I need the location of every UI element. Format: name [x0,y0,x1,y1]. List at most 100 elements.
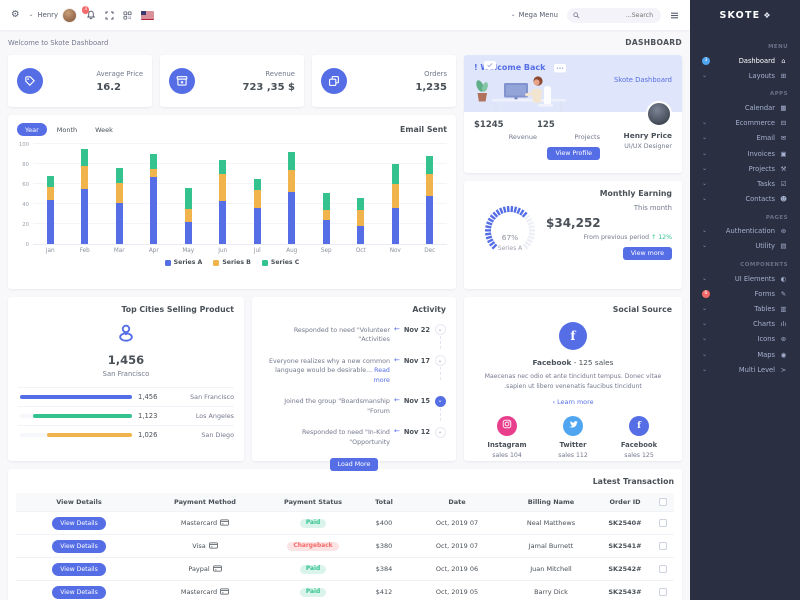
payment-method-cell: Mastercard [142,580,268,600]
learn-more-link[interactable]: Learn more › [474,398,672,406]
row-checkbox[interactable] [659,542,667,550]
payment-status-cell: Chargeback [268,534,358,558]
status-badge: Paid [299,587,327,597]
chevron-down-circle-icon: ⌄ [434,426,446,438]
user-menu[interactable]: Henry ⌄ [29,7,77,23]
arrow-left-icon: ← [393,355,400,364]
row-checkbox[interactable] [659,565,667,573]
view-more-button[interactable]: View more [622,247,672,260]
sidebar-item-forms[interactable]: ✎ Forms 6 [690,286,800,301]
stat-card-average-price: Average Price 16.2 [8,55,152,107]
social-item-instagram[interactable]: Instagram sales 104 [474,415,540,459]
city-name: Los Angeles [195,412,234,420]
read-more-link[interactable]: Read more [373,367,390,384]
latest-transaction-card: Latest Transaction Order ID Billing Name… [8,469,682,600]
sidebar-item-ecommerce[interactable]: ⊟ Ecommerce ⌄ [690,116,800,131]
view-profile-button[interactable]: View Profile [547,147,600,160]
gauge-tick-filled [488,241,496,247]
sidebar-item-label: Tables [754,305,775,314]
sidebar-item-invoices[interactable]: ▣ Invoices ⌄ [690,146,800,161]
date-value: Oct, 2019 07 [435,542,479,550]
activity-date: Nov 22 [403,325,430,334]
sidebar-item-maps[interactable]: ◉ Maps ⌄ [690,347,800,362]
activity-text-content: Everyone realizes why a new common langu… [269,357,390,375]
series-b-segment [150,169,158,178]
gauge-tick-filled [495,209,501,216]
legend-item: Series C [261,259,299,266]
view-details-button[interactable]: View Details [52,562,106,576]
series-c-segment [391,164,399,185]
facebook-icon: f [559,322,587,350]
mega-menu-button[interactable]: Mega Menu ⌄ [511,11,558,19]
gauge-tick-track [524,241,532,247]
order-id: SK2543# [608,588,642,596]
notifications-bell-icon[interactable]: 3 [81,6,96,20]
aperture-icon: ⊛ [780,335,787,344]
total-value: $380 [375,542,393,550]
social-network-name: Facebook [620,440,658,449]
view-details-button[interactable]: View Details [52,516,106,530]
earning-comparison-text: From previous period [583,234,650,241]
sidebar-item-utility[interactable]: ▤ Utility ⌄ [690,239,800,254]
sidebar-item-email[interactable]: ✉ Email ⌄ [690,131,800,146]
sidebar-item-authentication[interactable]: ⊚ Authentication ⌄ [690,224,800,239]
status-badge: Paid [299,564,327,574]
series-a-segment [357,226,365,245]
gear-icon[interactable]: ⚙ [11,9,20,21]
apps-grid-icon[interactable] [123,10,132,20]
tab-year[interactable]: Year [17,123,47,137]
tab-week[interactable]: Week [95,125,113,134]
sidebar-item-tasks[interactable]: ☑ Tasks ⌄ [690,176,800,191]
billing-name-header: Billing Name [504,493,598,512]
sidebar-item-contacts[interactable]: ☻ Contacts ⌄ [690,192,800,207]
email-sent-tabs: Year Month Week [17,123,121,137]
fullscreen-icon[interactable] [105,11,114,20]
view-details-button[interactable]: View Details [52,539,106,553]
breadcrumb: DASHBOARD Welcome to Skote Dashboard [8,35,682,50]
sidebar-item-projects[interactable]: ⚒ Projects ⌄ [690,161,800,176]
email-chart-yaxis: 0 20 40 60 80 100 [17,142,33,248]
sidebar-item-icons[interactable]: ⊛ Icons ⌄ [690,332,800,347]
language-flag-icon[interactable] [140,10,154,20]
series-a-segment [391,208,399,245]
row-checkbox[interactable] [659,588,667,596]
select-all-checkbox[interactable] [659,498,667,506]
social-item-facebook[interactable]: f Facebook sales 125 [606,415,672,459]
sidebar-item-dashboard[interactable]: ⌂ Dashboard 3 [690,53,800,68]
bar-column [171,145,206,245]
activity-text-content: Responded to need "In-Kind Opportunity" [302,429,390,446]
view-details-button[interactable]: View Details [52,585,106,599]
credit-card-icon [220,588,229,597]
chevron-down-icon: ⌄ [702,335,708,343]
sidebar-item-layouts[interactable]: ⊞ Layouts ⌄ [690,68,800,83]
social-main-name: Facebook [532,358,572,367]
hamburger-menu-icon[interactable] [670,11,679,20]
sidebar-item-calendar[interactable]: ▦ Calendar [690,100,800,115]
sidebar-item-multi-level[interactable]: ≺ Multi Level ⌄ [690,362,800,377]
progress-fill [33,414,132,418]
payment-method: Mastercard [180,588,218,596]
sidebar-item-ui-elements[interactable]: ◐ UI Elements ⌄ [690,271,800,286]
brand-logo[interactable]: ❖ SKOTE [690,0,800,30]
social-item-twitter[interactable]: Twitter sales 112 [540,415,606,459]
series-b-segment [391,184,399,209]
activity-text-content: Responded to need "Volunteer Activities" [293,326,390,344]
series-a-segment [46,200,54,245]
chevron-down-icon: ⌄ [702,71,708,79]
tab-month[interactable]: Month [56,125,78,134]
home-icon: ⌂ [781,56,786,65]
social-source-title: Social Source [612,305,672,314]
stat-label: Revenue [265,69,295,78]
dashboard-row-2: Social Source f Facebook - 125 sales Mae… [8,297,682,471]
search-input[interactable] [567,7,661,23]
row-checkbox[interactable] [659,519,667,527]
sidebar-item-tables[interactable]: ▥ Tables ⌄ [690,301,800,316]
sidebar-item-label: Projects [748,164,775,173]
breadcrumb-text: Welcome to Skote Dashboard [8,38,109,47]
load-more-button[interactable]: Load More [329,457,379,471]
table-row: SK2540# Neal Matthews Oct, 2019 07 $400 … [16,511,674,535]
sidebar-item-charts[interactable]: ılı Charts ⌄ [690,317,800,332]
order-id: SK2542# [608,565,642,573]
gauge-tick-filled [502,206,507,213]
instagram-camera-icon [502,419,512,432]
